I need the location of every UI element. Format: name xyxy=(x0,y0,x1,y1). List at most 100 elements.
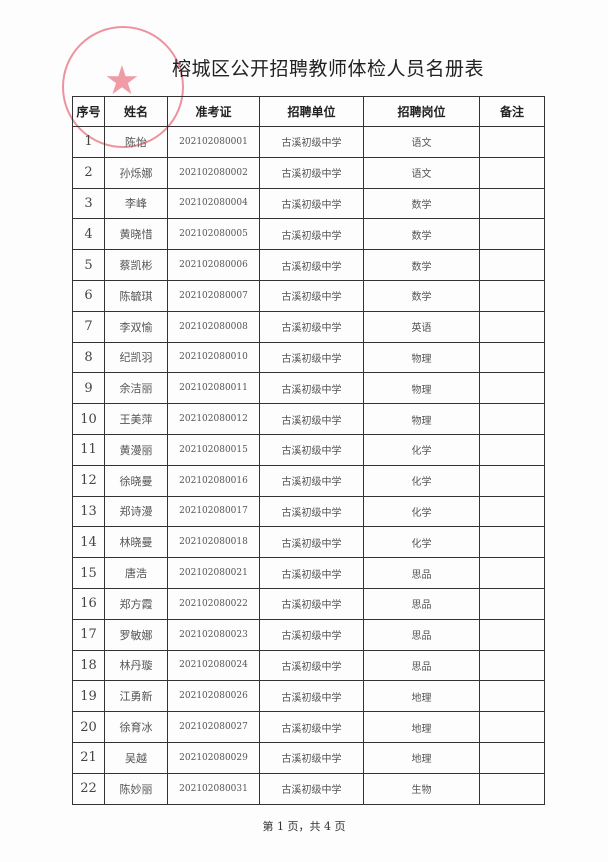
cell-unit: 古溪初级中学 xyxy=(259,649,364,682)
cell-remarks xyxy=(479,618,545,651)
table-row: 3 李峰 202102080004 古溪初级中学 数学 xyxy=(72,187,545,220)
cell-name: 吴越 xyxy=(104,741,168,774)
cell-remarks xyxy=(479,126,545,158)
cell-name: 黄漫丽 xyxy=(104,433,168,466)
cell-ticket: 202102080021 xyxy=(167,557,260,589)
cell-position: 思品 xyxy=(363,618,480,651)
header-position: 招聘岗位 xyxy=(363,96,480,127)
cell-ticket: 202102080010 xyxy=(167,341,260,374)
cell-unit: 古溪初级中学 xyxy=(259,495,364,528)
cell-name: 李双愉 xyxy=(104,310,168,343)
cell-seq: 20 xyxy=(72,711,105,743)
cell-unit: 古溪初级中学 xyxy=(259,464,364,497)
header-remarks: 备注 xyxy=(479,96,545,127)
cell-remarks xyxy=(479,372,545,405)
cell-name: 徐晓曼 xyxy=(104,464,168,497)
cell-unit: 古溪初级中学 xyxy=(259,711,364,743)
cell-remarks xyxy=(479,649,545,682)
cell-position: 语文 xyxy=(363,126,480,158)
cell-ticket: 202102080002 xyxy=(167,156,260,189)
cell-position: 思品 xyxy=(363,649,480,682)
cell-ticket: 202102080029 xyxy=(167,741,260,774)
cell-ticket: 202102080006 xyxy=(167,249,260,281)
cell-name: 黄晓惜 xyxy=(104,218,168,251)
cell-name: 余洁丽 xyxy=(104,372,168,405)
table-row: 19 江勇新 202102080026 古溪初级中学 地理 xyxy=(72,680,545,713)
cell-unit: 古溪初级中学 xyxy=(259,249,364,281)
cell-remarks xyxy=(479,218,545,251)
table-row: 21 吴越 202102080029 古溪初级中学 地理 xyxy=(72,741,545,774)
cell-ticket: 202102080026 xyxy=(167,680,260,713)
header-name: 姓名 xyxy=(104,96,168,127)
cell-name: 纪凯羽 xyxy=(104,341,168,374)
table-row: 22 陈妙丽 202102080031 古溪初级中学 生物 xyxy=(72,772,545,805)
cell-position: 地理 xyxy=(363,711,480,743)
cell-ticket: 202102080017 xyxy=(167,495,260,528)
cell-ticket: 202102080012 xyxy=(167,403,260,435)
table-row: 12 徐晓曼 202102080016 古溪初级中学 化学 xyxy=(72,464,545,497)
table-row: 17 罗敏娜 202102080023 古溪初级中学 思品 xyxy=(72,618,545,651)
cell-position: 数学 xyxy=(363,218,480,251)
cell-seq: 8 xyxy=(72,341,105,374)
cell-unit: 古溪初级中学 xyxy=(259,218,364,251)
cell-ticket: 202102080031 xyxy=(167,772,260,805)
header-ticket: 准考证 xyxy=(167,96,260,127)
cell-position: 地理 xyxy=(363,741,480,774)
cell-seq: 7 xyxy=(72,310,105,343)
cell-unit: 古溪初级中学 xyxy=(259,310,364,343)
cell-unit: 古溪初级中学 xyxy=(259,587,364,620)
cell-seq: 19 xyxy=(72,680,105,713)
cell-name: 唐浩 xyxy=(104,557,168,589)
cell-seq: 5 xyxy=(72,249,105,281)
header-unit: 招聘单位 xyxy=(259,96,364,127)
cell-position: 生物 xyxy=(363,772,480,805)
cell-seq: 4 xyxy=(72,218,105,251)
cell-ticket: 202102080016 xyxy=(167,464,260,497)
cell-seq: 14 xyxy=(72,526,105,559)
table-row: 16 郑方霞 202102080022 古溪初级中学 思品 xyxy=(72,587,545,620)
cell-seq: 15 xyxy=(72,557,105,589)
cell-name: 蔡凯彬 xyxy=(104,249,168,281)
cell-ticket: 202102080015 xyxy=(167,433,260,466)
cell-unit: 古溪初级中学 xyxy=(259,403,364,435)
cell-position: 地理 xyxy=(363,680,480,713)
cell-remarks xyxy=(479,680,545,713)
cell-unit: 古溪初级中学 xyxy=(259,557,364,589)
cell-ticket: 202102080005 xyxy=(167,218,260,251)
cell-ticket: 202102080004 xyxy=(167,187,260,220)
cell-name: 王美萍 xyxy=(104,403,168,435)
page-title: 榕城区公开招聘教师体检人员名册表 xyxy=(171,58,484,80)
cell-unit: 古溪初级中学 xyxy=(259,372,364,405)
cell-name: 郑诗漫 xyxy=(104,495,168,528)
cell-seq: 11 xyxy=(72,433,105,466)
cell-name: 陈毓琪 xyxy=(104,279,168,312)
cell-seq: 9 xyxy=(72,372,105,405)
cell-remarks xyxy=(479,279,545,312)
cell-position: 语文 xyxy=(363,156,480,189)
cell-name: 陈妙丽 xyxy=(104,772,168,805)
cell-remarks xyxy=(479,772,545,805)
cell-seq: 17 xyxy=(72,618,105,651)
cell-ticket: 202102080008 xyxy=(167,310,260,343)
cell-unit: 古溪初级中学 xyxy=(259,433,364,466)
cell-unit: 古溪初级中学 xyxy=(259,618,364,651)
table-row: 5 蔡凯彬 202102080006 古溪初级中学 数学 xyxy=(72,249,545,281)
cell-name: 罗敏娜 xyxy=(104,618,168,651)
table-row: 7 李双愉 202102080008 古溪初级中学 英语 xyxy=(72,310,545,343)
cell-remarks xyxy=(479,403,545,435)
table-row: 1 陈怡 202102080001 古溪初级中学 语文 xyxy=(72,126,545,158)
cell-seq: 3 xyxy=(72,187,105,220)
cell-position: 物理 xyxy=(363,341,480,374)
table-row: 2 孙烁娜 202102080002 古溪初级中学 语文 xyxy=(72,156,545,189)
cell-ticket: 202102080011 xyxy=(167,372,260,405)
cell-unit: 古溪初级中学 xyxy=(259,279,364,312)
cell-name: 李峰 xyxy=(104,187,168,220)
cell-remarks xyxy=(479,711,545,743)
cell-ticket: 202102080007 xyxy=(167,279,260,312)
cell-seq: 22 xyxy=(72,772,105,805)
cell-name: 孙烁娜 xyxy=(104,156,168,189)
cell-position: 英语 xyxy=(363,310,480,343)
cell-seq: 12 xyxy=(72,464,105,497)
cell-seq: 10 xyxy=(72,403,105,435)
cell-position: 思品 xyxy=(363,587,480,620)
